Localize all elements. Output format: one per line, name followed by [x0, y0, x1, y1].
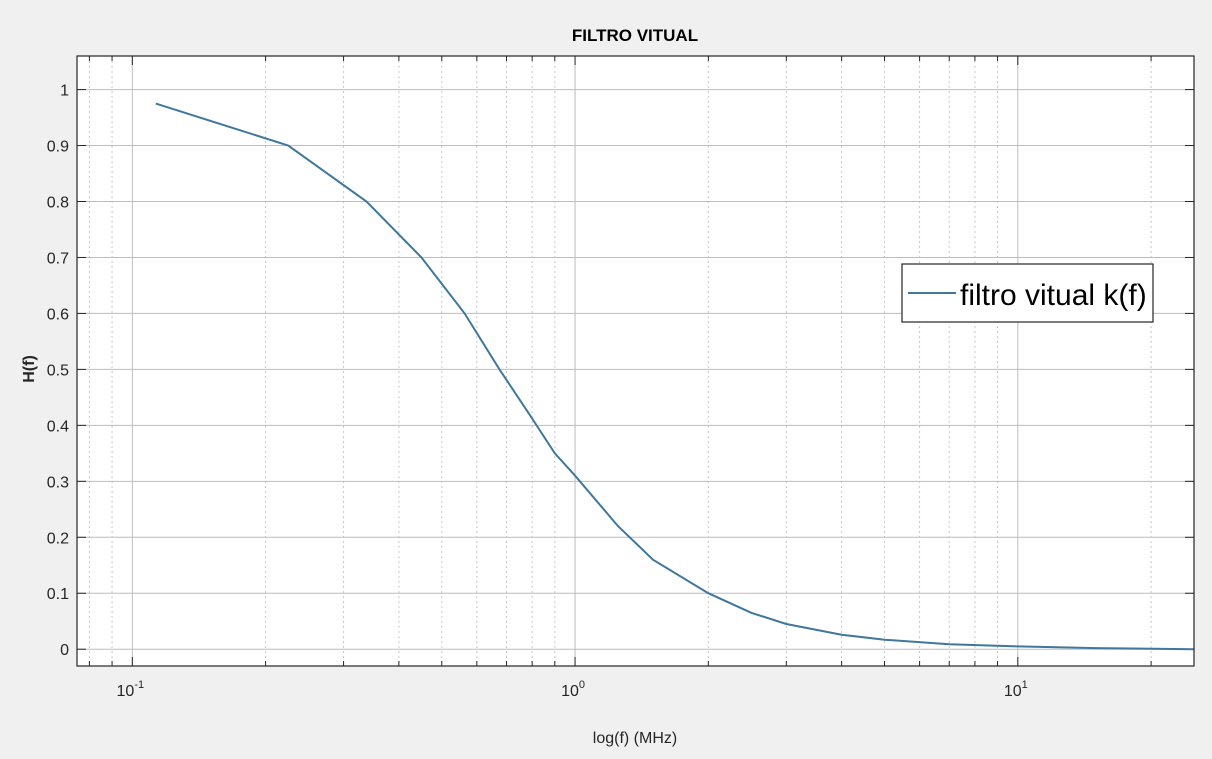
- grid: [77, 56, 1194, 666]
- y-tick-label: 0.9: [47, 139, 69, 156]
- plot-frame: [76, 55, 1195, 667]
- legend: filtro vitual k(f): [901, 263, 1154, 323]
- y-tick-label: 0.2: [47, 530, 69, 547]
- axes: 10-1 100 101 0 0.1 0.2 0.3 0.4 0.5 0.6 0.7 0.8 0.9 1: [47, 56, 1194, 700]
- series-line: [155, 102, 1195, 651]
- legend-label: filtro vitual k(f): [960, 279, 1147, 312]
- y-tick-label: 0.8: [47, 195, 69, 212]
- y-tick-label: 0.4: [47, 418, 69, 435]
- x-tick-label: 100: [561, 679, 585, 700]
- y-tick-label: 0: [60, 642, 69, 659]
- plot-area: [77, 56, 1194, 666]
- x-tick-label: 101: [1004, 679, 1028, 700]
- y-tick-label: 0.3: [47, 474, 69, 491]
- chart-title: FILTRO VITUAL: [572, 26, 698, 45]
- y-tick-label: 0.6: [47, 306, 69, 323]
- y-tick-label: 0.7: [47, 250, 69, 267]
- y-tick-label: 1: [60, 83, 69, 100]
- y-axis-label: H(f): [21, 355, 38, 383]
- x-axis-label: log(f) (MHz): [593, 730, 677, 747]
- x-tick-label: 10-1: [117, 679, 145, 700]
- y-tick-label: 0.5: [47, 362, 69, 379]
- y-tick-label: 0.1: [47, 586, 69, 603]
